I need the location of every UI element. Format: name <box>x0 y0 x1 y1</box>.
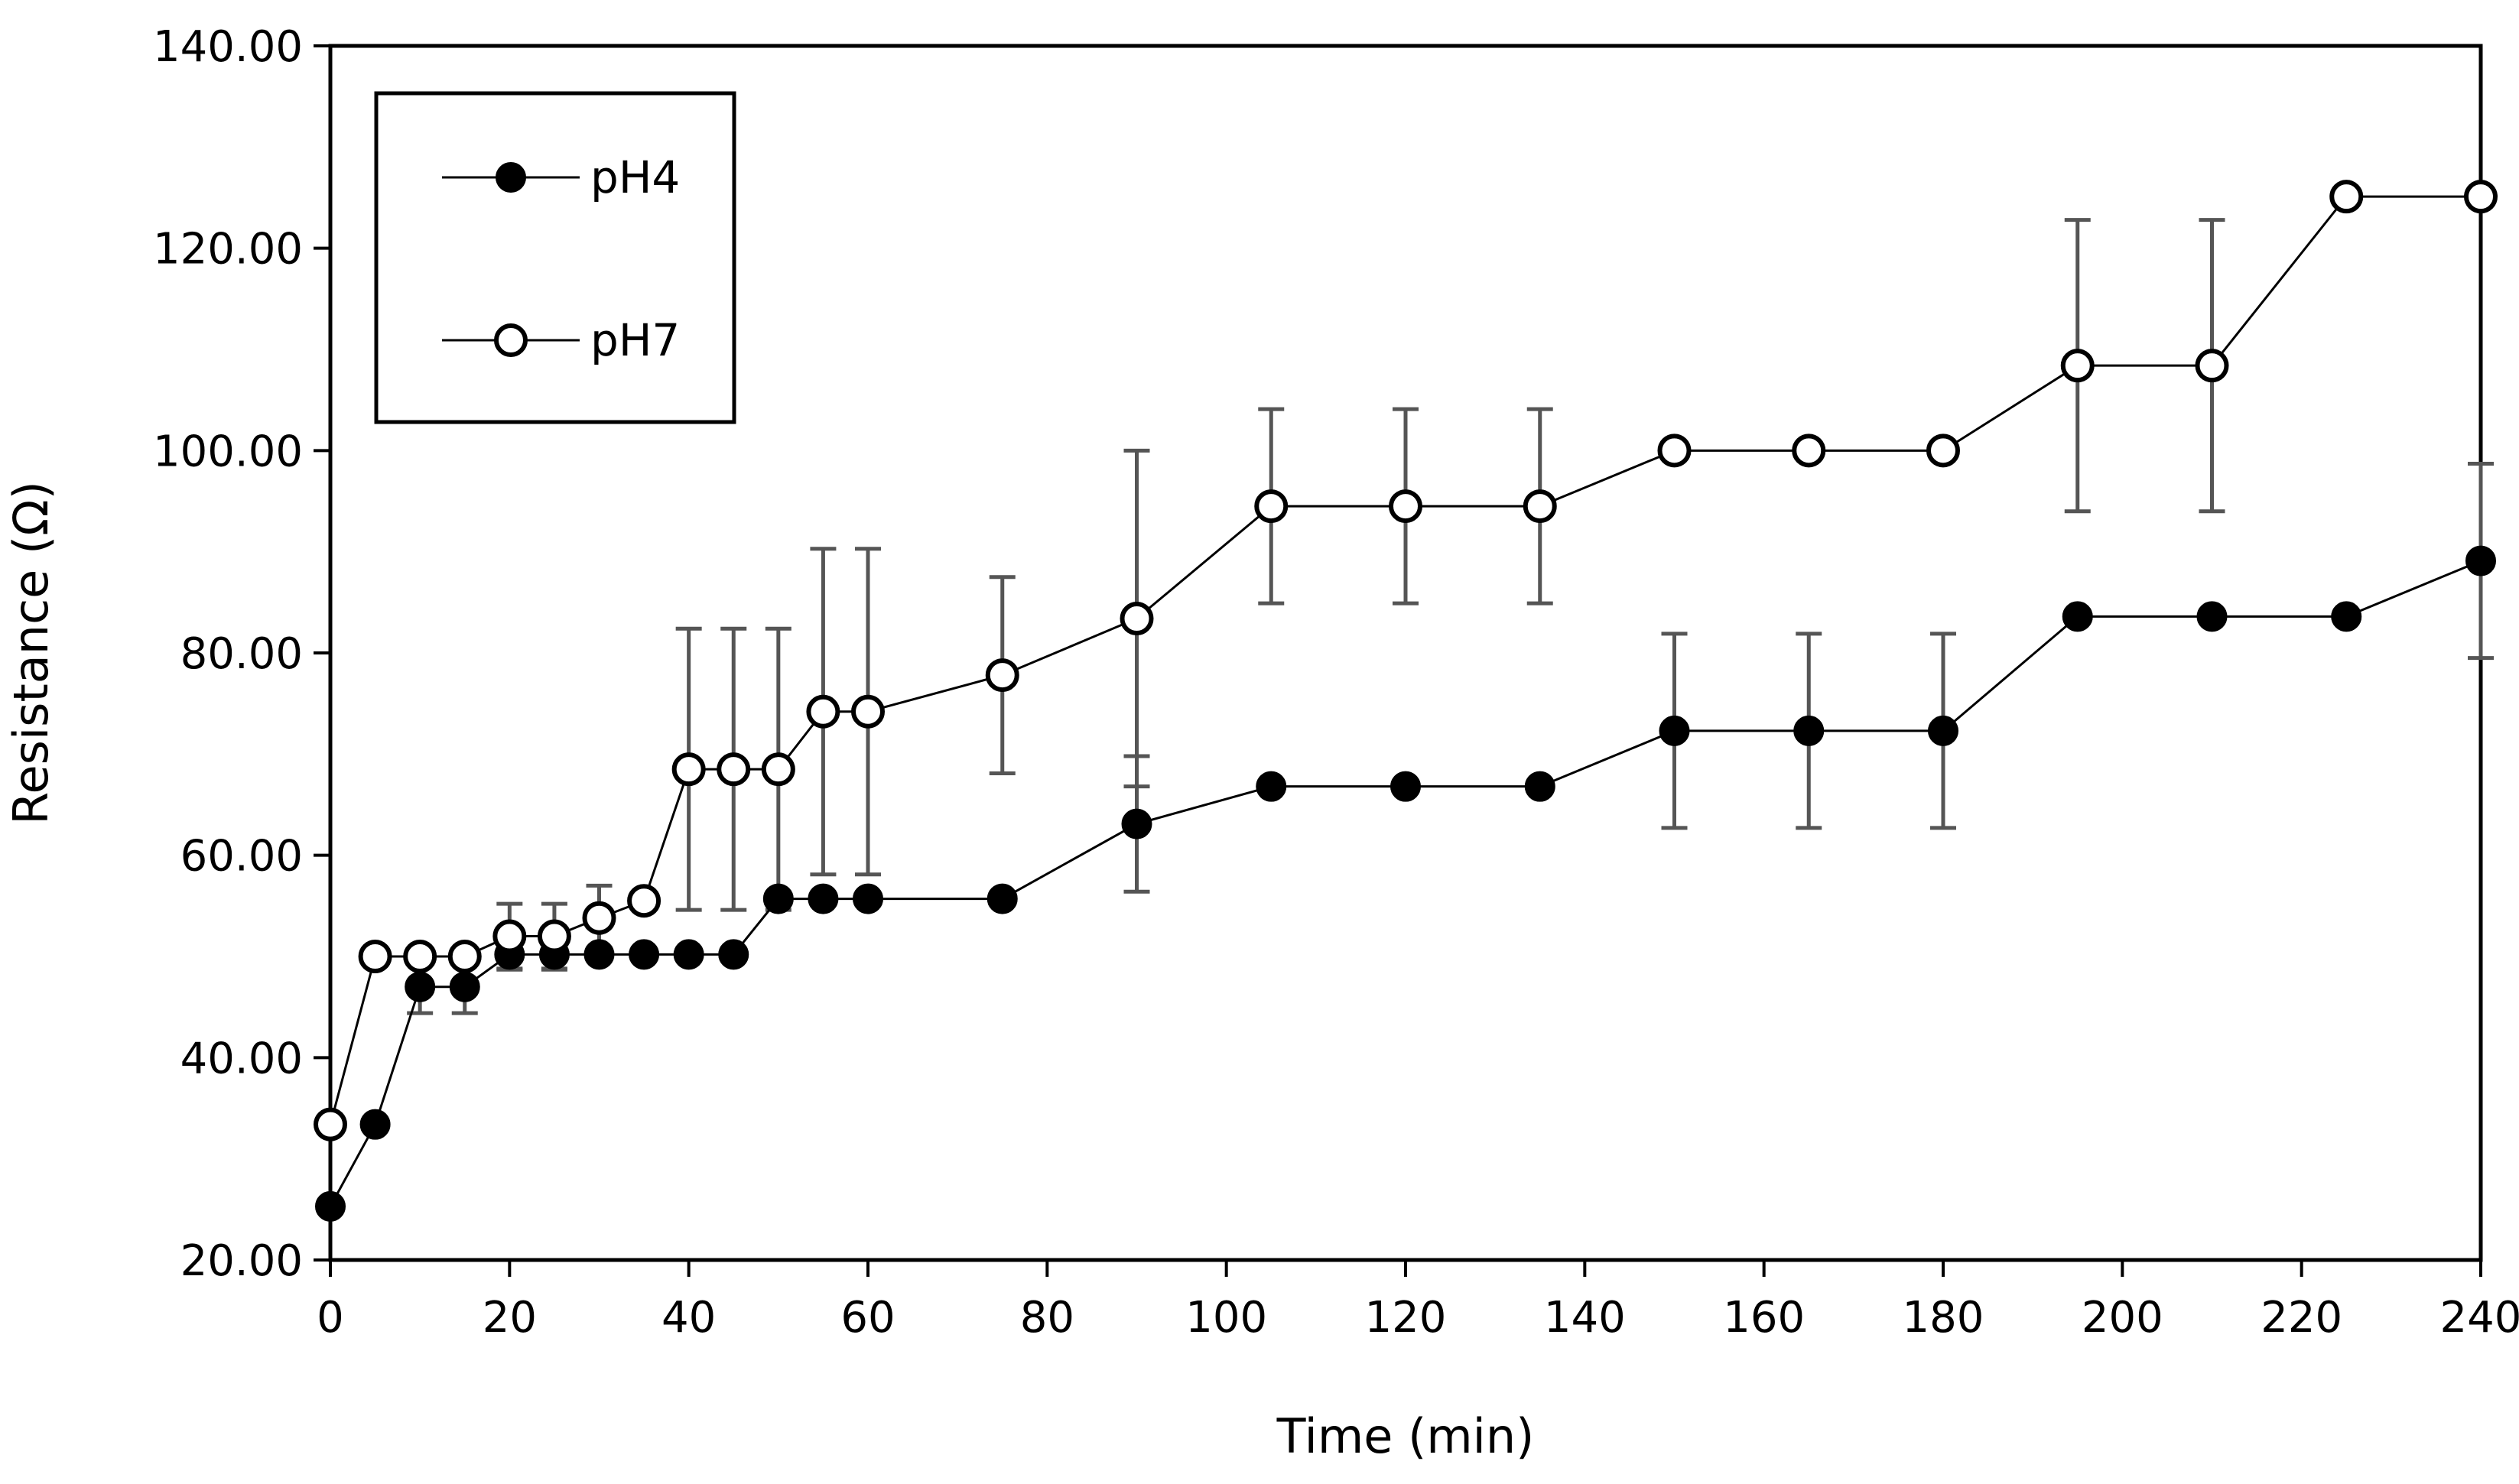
data-point-ph4 <box>762 883 794 914</box>
data-point-ph7 <box>447 940 482 973</box>
data-point-ph7 <box>492 919 527 953</box>
data-point-ph7 <box>2329 180 2364 214</box>
y-axis-title: Resistance (Ω) <box>3 481 59 825</box>
legend-marker-ph7 <box>494 323 528 357</box>
legend-box <box>374 91 736 424</box>
data-point-ph4 <box>986 883 1018 914</box>
data-point-ph7 <box>1254 489 1289 524</box>
data-point-ph4 <box>2331 601 2362 632</box>
data-points-group <box>314 180 2498 1222</box>
data-point-ph4 <box>1524 771 1555 802</box>
y-tick-label: 140.00 <box>153 22 303 72</box>
data-point-ph7 <box>671 752 706 787</box>
data-point-ph4 <box>1928 715 1958 746</box>
data-point-ph7 <box>1120 602 1154 636</box>
x-tick-label: 220 <box>2261 1293 2342 1343</box>
data-point-ph7 <box>851 694 885 729</box>
x-axis-title: Time (min) <box>1276 1408 1535 1464</box>
data-point-ph7 <box>2464 180 2498 214</box>
data-point-ph7 <box>2195 349 2229 383</box>
data-point-ph4 <box>1659 715 1690 746</box>
data-point-ph7 <box>314 1107 347 1141</box>
x-tick-label: 0 <box>317 1293 344 1343</box>
data-point-ph4 <box>1793 715 1825 746</box>
y-tick-label: 60.00 <box>180 832 303 882</box>
legend: pH4 pH7 <box>374 91 736 424</box>
data-point-ph7 <box>761 752 795 787</box>
data-point-ph7 <box>985 658 1019 693</box>
data-point-ph7 <box>582 901 616 935</box>
y-tick-label: 120.00 <box>153 225 303 274</box>
x-tick-label: 100 <box>1185 1293 1267 1343</box>
data-point-ph7 <box>1792 434 1826 468</box>
axes-group: 20.00 40.00 60.00 80.00 100.00 120.00 140.00 0 2… <box>153 22 2519 1343</box>
data-point-ph7 <box>717 752 751 787</box>
data-point-ph7 <box>806 694 840 729</box>
data-point-ph7 <box>403 940 437 973</box>
data-point-ph4 <box>673 939 704 970</box>
y-tick-label: 40.00 <box>180 1034 303 1083</box>
data-point-ph4 <box>405 971 436 1002</box>
data-point-ph7 <box>1926 434 1960 468</box>
data-point-ph4 <box>2196 601 2228 632</box>
data-point-ph4 <box>359 1109 391 1140</box>
x-tick-label: 60 <box>840 1293 895 1343</box>
y-tick-label: 80.00 <box>180 629 303 679</box>
y-tick-label: 100.00 <box>153 427 303 476</box>
data-point-ph7 <box>1523 489 1557 524</box>
data-point-ph4 <box>583 939 615 970</box>
data-point-ph4 <box>449 971 480 1002</box>
legend-marker-ph4 <box>496 162 526 193</box>
data-point-ph4 <box>2465 545 2496 576</box>
data-point-ph4 <box>2062 601 2093 632</box>
data-point-ph7 <box>1657 434 1692 468</box>
x-tick-label: 160 <box>1723 1293 1805 1343</box>
series-line-ph4 <box>329 560 2482 1207</box>
x-tick-label: 80 <box>1020 1293 1074 1343</box>
x-tick-label: 120 <box>1365 1293 1447 1343</box>
y-tick-label: 20.00 <box>180 1236 303 1286</box>
data-point-ph7 <box>2060 349 2095 383</box>
data-point-ph4 <box>1256 771 1287 802</box>
legend-label-ph7: pH7 <box>590 314 680 366</box>
data-point-ph7 <box>358 940 392 973</box>
data-point-ph4 <box>1390 771 1421 802</box>
x-tick-label: 240 <box>2440 1293 2519 1343</box>
x-tick-label: 140 <box>1544 1293 1626 1343</box>
data-point-ph4 <box>853 883 883 914</box>
x-tick-label: 200 <box>2082 1293 2163 1343</box>
data-point-ph4 <box>629 939 660 970</box>
legend-label-ph4: pH4 <box>590 151 680 203</box>
x-tick-label: 40 <box>661 1293 716 1343</box>
x-tick-label: 180 <box>1903 1293 1984 1343</box>
data-point-ph4 <box>808 883 839 914</box>
data-point-ph7 <box>1389 489 1422 524</box>
data-point-ph4 <box>1121 808 1152 839</box>
axis-labels-group: Time (min) Resistance (Ω) <box>3 481 1534 1464</box>
data-point-ph4 <box>315 1190 346 1222</box>
data-point-ph4 <box>718 939 749 970</box>
x-tick-label: 20 <box>483 1293 537 1343</box>
data-point-ph7 <box>627 884 661 918</box>
data-point-ph7 <box>537 919 571 953</box>
